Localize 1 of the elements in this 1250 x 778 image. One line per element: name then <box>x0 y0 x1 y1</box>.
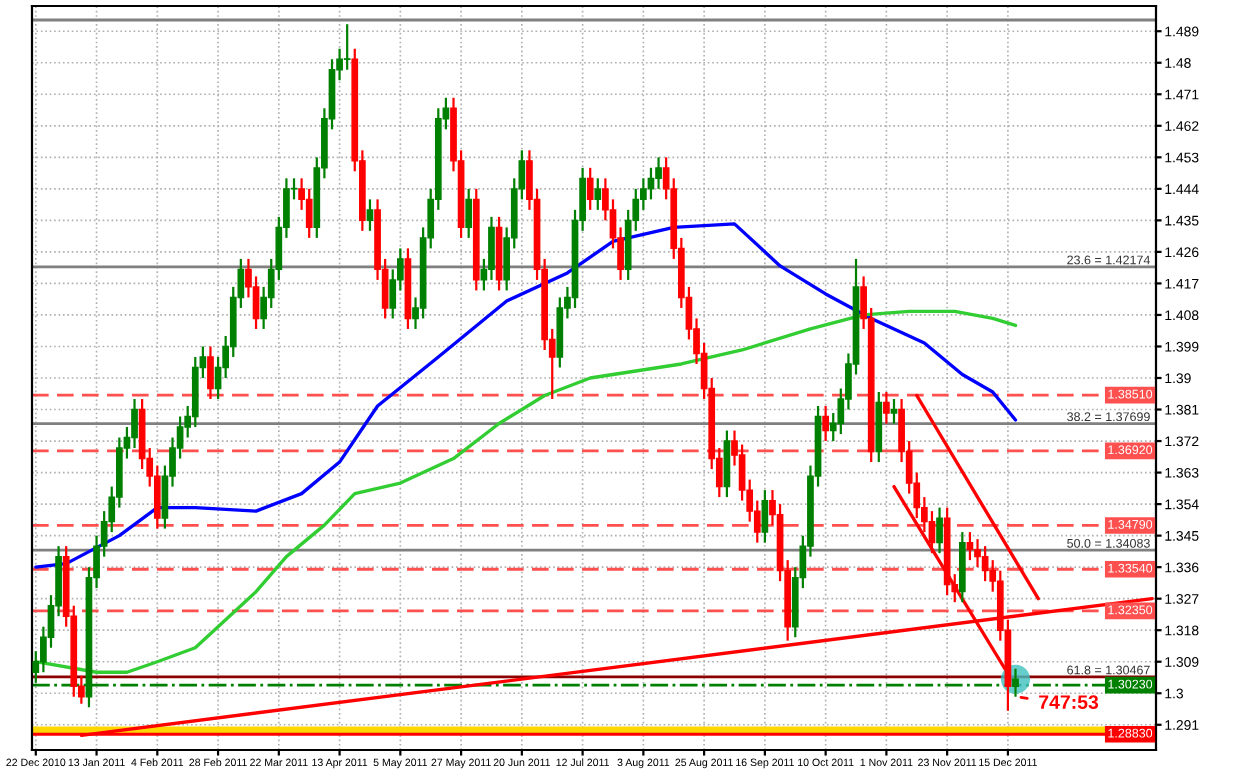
annotation: 747:53 <box>1039 695 1099 710</box>
